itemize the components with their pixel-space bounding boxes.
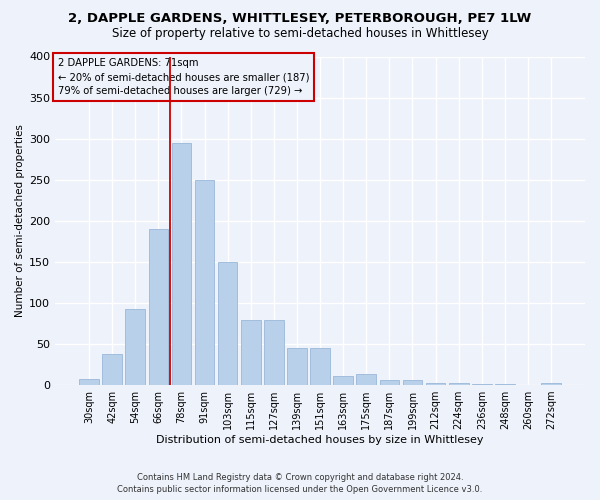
Bar bbox=[287, 348, 307, 385]
Bar bbox=[426, 382, 445, 385]
Y-axis label: Number of semi-detached properties: Number of semi-detached properties bbox=[15, 124, 25, 317]
Bar bbox=[103, 354, 122, 385]
Bar bbox=[449, 384, 469, 385]
Bar bbox=[218, 262, 238, 385]
Bar bbox=[149, 229, 168, 385]
Bar bbox=[472, 384, 491, 385]
Text: Contains HM Land Registry data © Crown copyright and database right 2024.
Contai: Contains HM Land Registry data © Crown c… bbox=[118, 472, 482, 494]
Bar bbox=[495, 384, 515, 385]
Bar bbox=[172, 143, 191, 385]
Bar bbox=[264, 320, 284, 385]
Bar bbox=[541, 382, 561, 385]
Text: 2, DAPPLE GARDENS, WHITTLESEY, PETERBOROUGH, PE7 1LW: 2, DAPPLE GARDENS, WHITTLESEY, PETERBORO… bbox=[68, 12, 532, 26]
Bar bbox=[380, 380, 399, 385]
X-axis label: Distribution of semi-detached houses by size in Whittlesey: Distribution of semi-detached houses by … bbox=[157, 435, 484, 445]
Bar bbox=[403, 380, 422, 385]
Bar bbox=[195, 180, 214, 385]
Bar bbox=[334, 376, 353, 385]
Bar bbox=[241, 320, 260, 385]
Bar bbox=[310, 348, 330, 385]
Text: 2 DAPPLE GARDENS: 71sqm
← 20% of semi-detached houses are smaller (187)
79% of s: 2 DAPPLE GARDENS: 71sqm ← 20% of semi-de… bbox=[58, 58, 310, 96]
Bar bbox=[79, 380, 99, 385]
Bar bbox=[125, 308, 145, 385]
Bar bbox=[356, 374, 376, 385]
Text: Size of property relative to semi-detached houses in Whittlesey: Size of property relative to semi-detach… bbox=[112, 28, 488, 40]
